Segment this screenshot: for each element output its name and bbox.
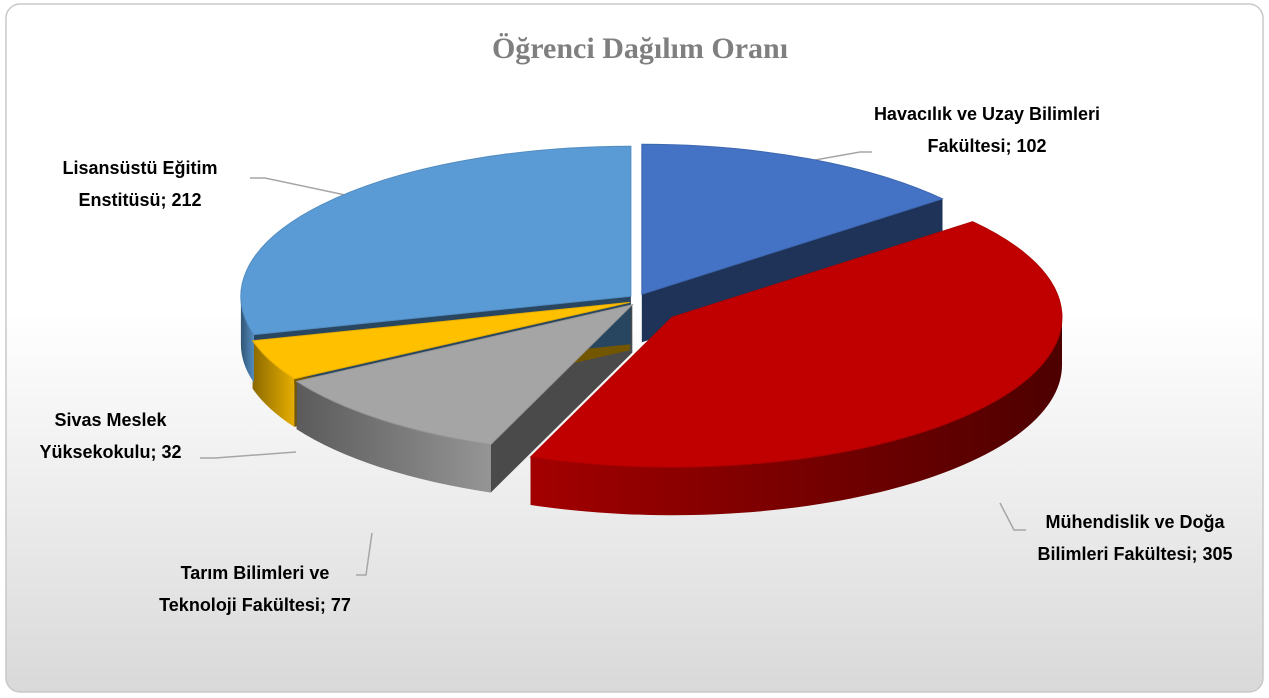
chart-title: Öğrenci Dağılım Oranı <box>492 32 788 65</box>
slice-side <box>296 381 491 493</box>
leader-line <box>250 177 351 197</box>
slice <box>295 303 634 446</box>
data-label: Mühendislik ve Doğa Bilimleri Fakültesi;… <box>1037 512 1233 564</box>
slice <box>641 143 944 295</box>
slice-tops <box>240 143 1063 468</box>
leader-line <box>200 451 297 459</box>
leader-line <box>999 502 1026 531</box>
slice <box>240 145 632 336</box>
data-label: Lisansüstü Eğitim Enstitüsü; 212 <box>62 158 218 210</box>
slice-side <box>530 317 1063 516</box>
pie <box>240 143 1063 516</box>
slice-sides <box>240 296 1063 516</box>
slice-side <box>252 340 295 427</box>
chart-background <box>5 3 1264 693</box>
leader-line <box>356 532 373 576</box>
data-label: Tarım Bilimleri ve Teknoloji Fakültesi; … <box>159 563 351 615</box>
slice-side <box>240 296 254 383</box>
slice <box>529 221 1063 468</box>
slice <box>251 301 630 380</box>
data-label: Havacılık ve Uzay Bilimleri Fakültesi; 1… <box>873 104 1101 156</box>
data-label: Sivas Meslek Yüksekokulu; 32 <box>39 410 182 462</box>
